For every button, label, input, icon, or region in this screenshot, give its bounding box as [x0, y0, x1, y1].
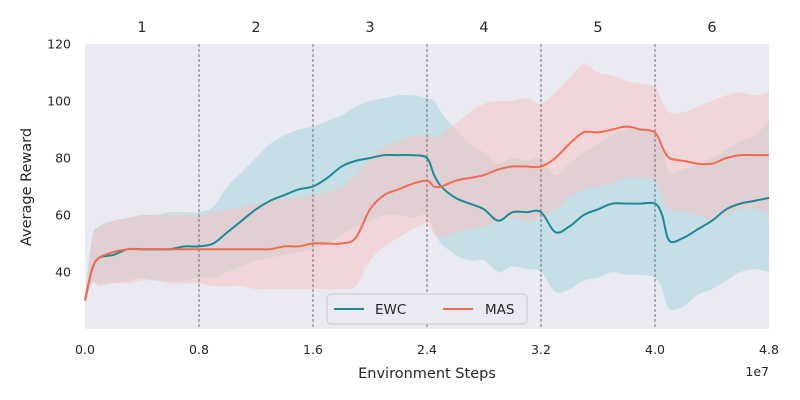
bands — [85, 63, 769, 311]
legend-label-mas: MAS — [485, 302, 514, 318]
x-tick-label: 4.8 — [759, 342, 779, 357]
y-tick-label: 40 — [55, 265, 71, 280]
task-label-2: 2 — [251, 20, 260, 36]
task-boundaries — [198, 44, 656, 329]
y-axis: 40 60 80 100 120 — [47, 37, 71, 280]
y-tick-label: 120 — [47, 37, 71, 52]
y-axis-label: Average Reward — [19, 128, 35, 246]
legend-box — [326, 293, 528, 325]
y-tick-label: 100 — [47, 94, 71, 109]
y-tick-label: 60 — [55, 208, 71, 223]
series-lines — [84, 125, 770, 301]
y-tick-label: 80 — [55, 151, 71, 166]
x-tick-label: 0.0 — [75, 342, 95, 357]
task-labels: 1 2 3 4 5 6 — [137, 20, 716, 36]
task-label-5: 5 — [593, 20, 602, 36]
x-axis-label: Environment Steps — [358, 366, 496, 382]
x-tick-label: 1.6 — [303, 342, 323, 357]
x-axis: 0.0 0.8 1.6 2.4 3.2 4.0 4.8 — [75, 342, 779, 357]
legend: EWC MAS — [326, 293, 528, 325]
x-tick-label: 4.0 — [645, 342, 665, 357]
x-tick-label: 0.8 — [189, 342, 209, 357]
band-mas — [85, 63, 769, 304]
line-ewc — [84, 153, 770, 301]
x-tick-label: 3.2 — [531, 342, 551, 357]
x-tick-label: 2.4 — [417, 342, 437, 357]
line-mas — [84, 125, 769, 301]
task-label-6: 6 — [707, 20, 716, 36]
task-label-3: 3 — [365, 20, 374, 36]
task-label-4: 4 — [479, 20, 488, 36]
legend-label-ewc: EWC — [375, 302, 406, 318]
x-offset-label: 1e7 — [745, 364, 769, 379]
task-label-1: 1 — [137, 20, 146, 36]
